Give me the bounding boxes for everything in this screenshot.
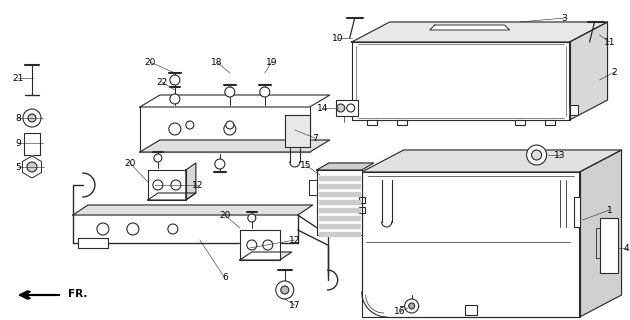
Text: 9: 9 (15, 139, 21, 148)
Text: 14: 14 (317, 103, 328, 113)
Circle shape (27, 162, 37, 172)
Circle shape (260, 87, 270, 97)
Polygon shape (344, 105, 352, 115)
Polygon shape (352, 22, 607, 42)
Circle shape (225, 87, 235, 97)
Circle shape (224, 123, 236, 135)
Text: 17: 17 (289, 300, 301, 309)
Text: 3: 3 (562, 13, 568, 22)
Circle shape (404, 299, 419, 313)
Circle shape (263, 240, 273, 250)
Text: 21: 21 (13, 74, 24, 83)
Polygon shape (319, 232, 360, 236)
Circle shape (186, 121, 194, 129)
Polygon shape (140, 95, 329, 107)
Circle shape (409, 303, 415, 309)
Polygon shape (319, 176, 360, 180)
Polygon shape (240, 230, 280, 260)
Bar (358, 207, 365, 213)
Circle shape (127, 223, 139, 235)
Text: 13: 13 (554, 150, 565, 159)
Text: 4: 4 (624, 244, 629, 252)
Circle shape (171, 180, 181, 190)
Polygon shape (23, 156, 42, 178)
Circle shape (168, 224, 178, 234)
Text: 22: 22 (156, 77, 168, 86)
Polygon shape (570, 105, 578, 115)
Polygon shape (319, 184, 360, 188)
Bar (573, 197, 580, 227)
Text: 2: 2 (612, 68, 617, 76)
Polygon shape (570, 22, 607, 120)
Text: 12: 12 (289, 236, 301, 244)
Polygon shape (285, 115, 310, 147)
Polygon shape (319, 224, 360, 228)
Text: FR.: FR. (68, 289, 88, 299)
Circle shape (226, 121, 234, 129)
Circle shape (154, 154, 162, 162)
Text: 20: 20 (144, 58, 156, 67)
Circle shape (23, 109, 41, 127)
Polygon shape (319, 192, 360, 196)
Text: 7: 7 (312, 133, 318, 142)
Polygon shape (240, 252, 292, 260)
Polygon shape (430, 25, 510, 30)
Polygon shape (186, 163, 196, 200)
Polygon shape (319, 208, 360, 212)
Text: 10: 10 (332, 34, 343, 43)
Circle shape (346, 104, 355, 112)
Circle shape (97, 223, 109, 235)
Text: 19: 19 (266, 58, 278, 67)
Circle shape (170, 94, 180, 104)
Text: 11: 11 (604, 37, 616, 46)
Polygon shape (317, 170, 362, 235)
Polygon shape (580, 150, 622, 317)
Circle shape (248, 214, 256, 222)
Polygon shape (362, 172, 580, 317)
Circle shape (276, 281, 294, 299)
Text: 8: 8 (15, 114, 21, 123)
Bar (24, 133, 40, 155)
Bar (544, 120, 554, 125)
Polygon shape (362, 150, 622, 172)
Polygon shape (148, 170, 186, 200)
Text: 12: 12 (192, 180, 203, 189)
Text: 5: 5 (15, 163, 21, 172)
Circle shape (247, 240, 257, 250)
Polygon shape (148, 193, 196, 200)
Polygon shape (140, 140, 329, 152)
Bar (358, 197, 365, 203)
Bar (397, 120, 407, 125)
Polygon shape (319, 216, 360, 220)
Bar (465, 305, 477, 315)
Polygon shape (73, 205, 312, 215)
Text: 20: 20 (219, 211, 231, 220)
Circle shape (215, 159, 225, 169)
Bar (515, 120, 525, 125)
Circle shape (170, 75, 180, 85)
Circle shape (28, 114, 36, 122)
Text: 1: 1 (607, 205, 612, 214)
Bar (367, 120, 377, 125)
Bar (600, 218, 617, 273)
Polygon shape (317, 163, 374, 170)
Circle shape (153, 180, 163, 190)
Bar (78, 238, 108, 248)
Circle shape (337, 104, 345, 112)
Text: 15: 15 (300, 161, 311, 170)
Circle shape (281, 286, 289, 294)
Circle shape (169, 123, 181, 135)
Polygon shape (352, 42, 570, 120)
Polygon shape (319, 200, 360, 204)
Circle shape (527, 145, 547, 165)
Bar (336, 100, 358, 116)
Text: 20: 20 (124, 158, 135, 167)
Text: 16: 16 (394, 308, 406, 316)
Text: 18: 18 (211, 58, 222, 67)
Circle shape (532, 150, 542, 160)
Text: 6: 6 (222, 274, 227, 283)
